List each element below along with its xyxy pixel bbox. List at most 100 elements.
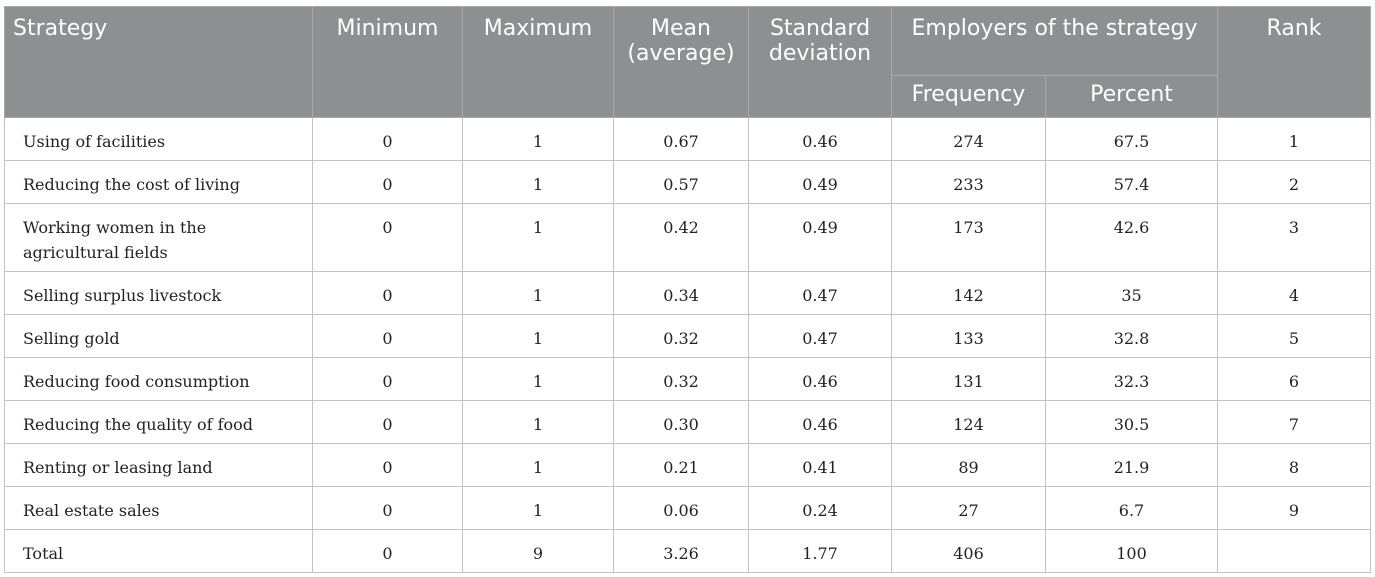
cell-rank: 7 (1217, 400, 1372, 444)
table-row: Selling surplus livestock 0 1 0.34 0.47 … (4, 271, 1372, 315)
cell-percent: 30.5 (1044, 400, 1219, 444)
cell-maximum: 1 (462, 357, 614, 401)
cell-maximum: 1 (462, 314, 614, 358)
cell-strategy: Total (4, 529, 313, 573)
cell-minimum: 0 (312, 160, 463, 204)
cell-mean: 0.32 (613, 357, 749, 401)
cell-minimum: 0 (312, 271, 463, 315)
table-row: Reducing food consumption 0 1 0.32 0.46 … (4, 357, 1372, 401)
cell-rank: 4 (1217, 271, 1372, 315)
table-row: Using of facilities 0 1 0.67 0.46 274 67… (4, 117, 1372, 161)
cell-frequency: 173 (891, 203, 1046, 272)
cell-mean: 0.30 (613, 400, 749, 444)
table-row: Selling gold 0 1 0.32 0.47 133 32.8 5 (4, 314, 1372, 358)
cell-frequency: 233 (891, 160, 1046, 204)
cell-minimum: 0 (312, 486, 463, 530)
cell-mean: 0.42 (613, 203, 749, 272)
cell-percent: 57.4 (1044, 160, 1219, 204)
cell-rank: 2 (1217, 160, 1372, 204)
cell-percent: 32.8 (1044, 314, 1219, 358)
cell-rank: 8 (1217, 443, 1372, 487)
cell-frequency: 406 (891, 529, 1046, 573)
cell-rank: 3 (1217, 203, 1372, 272)
cell-frequency: 131 (891, 357, 1046, 401)
header-employers-of-strategy: Employers of the strategy (890, 6, 1219, 76)
cell-mean: 0.34 (613, 271, 749, 315)
cell-percent: 6.7 (1044, 486, 1219, 530)
table-row: Working women in the agricultural fields… (4, 203, 1372, 272)
cell-strategy: Renting or leasing land (4, 443, 313, 487)
cell-minimum: 0 (312, 400, 463, 444)
header-percent: Percent (1044, 75, 1219, 118)
strategy-table-container: Strategy Minimum Maximum Mean (average) … (4, 6, 1372, 573)
cell-mean: 0.21 (613, 443, 749, 487)
cell-mean: 0.67 (613, 117, 749, 161)
cell-strategy: Real estate sales (4, 486, 313, 530)
table-header: Strategy Minimum Maximum Mean (average) … (4, 6, 1372, 118)
cell-rank: 5 (1217, 314, 1372, 358)
cell-strategy: Using of facilities (4, 117, 313, 161)
cell-standard-deviation: 1.77 (748, 529, 892, 573)
cell-maximum: 1 (462, 400, 614, 444)
cell-minimum: 0 (312, 529, 463, 573)
cell-standard-deviation: 0.49 (748, 203, 892, 272)
cell-minimum: 0 (312, 314, 463, 358)
cell-percent: 42.6 (1044, 203, 1219, 272)
cell-maximum: 1 (462, 160, 614, 204)
header-strategy: Strategy (4, 6, 313, 118)
header-maximum: Maximum (462, 6, 614, 118)
cell-maximum: 1 (462, 117, 614, 161)
cell-mean: 0.57 (613, 160, 749, 204)
cell-mean: 0.32 (613, 314, 749, 358)
cell-percent: 21.9 (1044, 443, 1219, 487)
header-minimum: Minimum (312, 6, 463, 118)
cell-standard-deviation: 0.49 (748, 160, 892, 204)
cell-frequency: 27 (891, 486, 1046, 530)
cell-maximum: 1 (462, 443, 614, 487)
header-standard-deviation: Standard deviation (748, 6, 892, 118)
cell-maximum: 1 (462, 271, 614, 315)
cell-strategy: Reducing the quality of food (4, 400, 313, 444)
cell-maximum: 1 (462, 486, 614, 530)
table-row: Reducing the quality of food 0 1 0.30 0.… (4, 400, 1372, 444)
cell-maximum: 9 (462, 529, 614, 573)
cell-standard-deviation: 0.41 (748, 443, 892, 487)
cell-frequency: 274 (891, 117, 1046, 161)
cell-frequency: 124 (891, 400, 1046, 444)
header-rank: Rank (1217, 6, 1372, 118)
strategy-table: Strategy Minimum Maximum Mean (average) … (4, 6, 1372, 573)
cell-standard-deviation: 0.46 (748, 117, 892, 161)
cell-standard-deviation: 0.46 (748, 400, 892, 444)
cell-percent: 100 (1044, 529, 1219, 573)
cell-strategy: Selling surplus livestock (4, 271, 313, 315)
cell-minimum: 0 (312, 117, 463, 161)
cell-strategy: Reducing the cost of living (4, 160, 313, 204)
cell-standard-deviation: 0.47 (748, 271, 892, 315)
cell-rank: 6 (1217, 357, 1372, 401)
cell-percent: 35 (1044, 271, 1219, 315)
table-row-total: Total 0 9 3.26 1.77 406 100 (4, 529, 1372, 573)
table-row: Real estate sales 0 1 0.06 0.24 27 6.7 9 (4, 486, 1372, 530)
cell-standard-deviation: 0.46 (748, 357, 892, 401)
cell-mean: 3.26 (613, 529, 749, 573)
table-row: Reducing the cost of living 0 1 0.57 0.4… (4, 160, 1372, 204)
cell-percent: 67.5 (1044, 117, 1219, 161)
cell-rank: 9 (1217, 486, 1372, 530)
cell-strategy: Selling gold (4, 314, 313, 358)
cell-mean: 0.06 (613, 486, 749, 530)
table-row: Renting or leasing land 0 1 0.21 0.41 89… (4, 443, 1372, 487)
cell-rank (1217, 529, 1372, 573)
cell-percent: 32.3 (1044, 357, 1219, 401)
cell-minimum: 0 (312, 443, 463, 487)
header-frequency: Frequency (891, 75, 1046, 118)
table-body: Using of facilities 0 1 0.67 0.46 274 67… (4, 117, 1372, 573)
cell-standard-deviation: 0.24 (748, 486, 892, 530)
cell-minimum: 0 (312, 357, 463, 401)
cell-minimum: 0 (312, 203, 463, 272)
cell-strategy: Working women in the agricultural fields (4, 203, 313, 272)
cell-strategy: Reducing food consumption (4, 357, 313, 401)
cell-standard-deviation: 0.47 (748, 314, 892, 358)
cell-maximum: 1 (462, 203, 614, 272)
cell-frequency: 133 (891, 314, 1046, 358)
header-mean: Mean (average) (613, 6, 749, 118)
